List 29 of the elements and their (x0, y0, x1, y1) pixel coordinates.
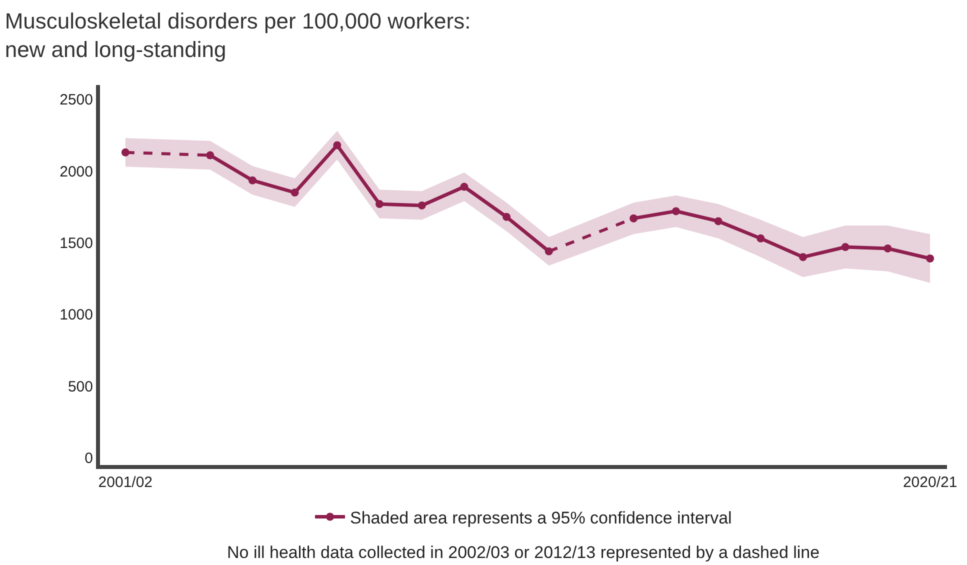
point (376, 200, 384, 208)
point (290, 188, 299, 197)
point (121, 148, 130, 156)
point (248, 176, 256, 184)
chart-title: Musculoskeletal disorders per 100,000 workers: new and long-standing (4, 8, 471, 62)
y-tick-label: 1500 (60, 234, 93, 252)
point (799, 253, 808, 262)
point (672, 207, 680, 216)
point (841, 243, 850, 252)
point (460, 182, 468, 191)
point (502, 212, 511, 221)
x-tick-label: 2001/02 (98, 474, 153, 491)
y-tick-label: 2000 (60, 163, 93, 180)
point (714, 217, 722, 226)
y-tick-label: 2500 (60, 92, 93, 109)
point (884, 244, 892, 252)
x-tick-label: 2020/21 (902, 474, 958, 491)
point (926, 254, 934, 263)
y-tick-label: 500 (68, 378, 93, 396)
point (756, 234, 765, 242)
y-tick-label: 1000 (60, 306, 93, 324)
point (544, 247, 553, 256)
point (630, 214, 638, 222)
point (206, 151, 214, 160)
point (333, 141, 342, 150)
legend-label: Shaded area represents a 95% confidence interval (350, 508, 732, 528)
y-tick-label: 0 (84, 450, 93, 468)
text: No ill health data collected in 2002/03 or 2012/13 represented by a dashed line (227, 543, 820, 562)
point (418, 201, 426, 210)
